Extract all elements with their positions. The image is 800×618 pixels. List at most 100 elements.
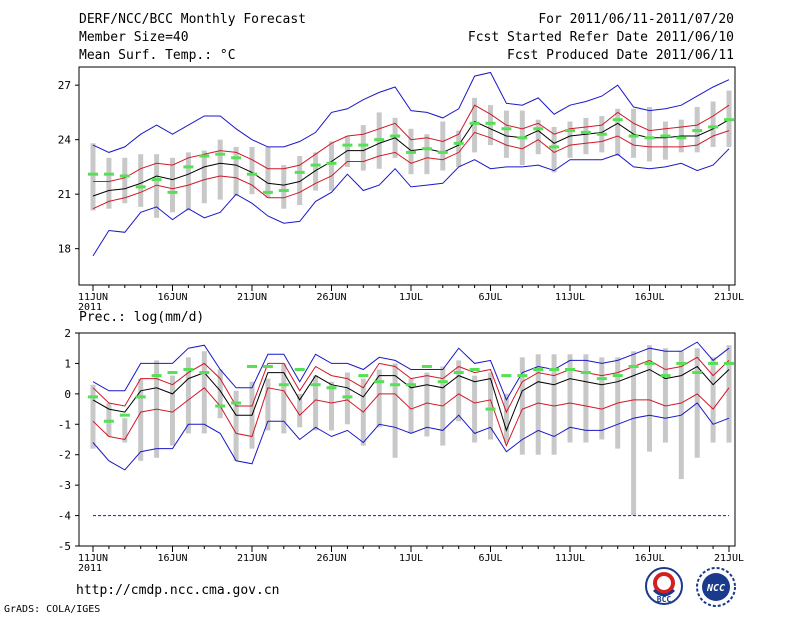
- series-line-ensemble-mean: [92, 365, 730, 432]
- median-bar: [628, 134, 639, 138]
- median-bar: [469, 368, 480, 372]
- y-tick-label: 27: [58, 79, 71, 92]
- ensemble-box: [456, 360, 462, 422]
- median-bar: [135, 395, 146, 399]
- x-tick-label: 26JUN: [316, 292, 346, 303]
- x-tick-label: 21JUL: [714, 553, 744, 564]
- bcc-logo: BCC: [645, 567, 683, 605]
- median-bar: [374, 138, 385, 142]
- ensemble-box: [726, 345, 732, 443]
- median-bar: [533, 127, 544, 131]
- series-line-mean-1-sd: [92, 130, 730, 210]
- ensemble-box: [583, 354, 589, 443]
- y-tick-label: 1: [64, 357, 71, 370]
- median-bar: [231, 401, 242, 405]
- ensemble-box: [106, 157, 112, 209]
- ensemble-box: [233, 390, 239, 461]
- median-bar: [660, 374, 671, 378]
- median-bar: [183, 165, 194, 169]
- ensemble-box: [424, 372, 430, 437]
- x-tick-label: 21JUN: [237, 292, 267, 303]
- median-bar: [262, 364, 273, 368]
- median-bar: [374, 380, 385, 384]
- ensemble-box: [265, 146, 271, 198]
- median-bar: [294, 368, 305, 372]
- median-bar: [167, 371, 178, 375]
- ensemble-box: [535, 354, 541, 455]
- plot-frame: [78, 332, 736, 547]
- ensemble-box: [201, 150, 207, 204]
- median-bar: [437, 380, 448, 384]
- median-bar: [151, 178, 162, 182]
- median-bar: [406, 150, 416, 154]
- median-bar: [310, 163, 321, 167]
- median-bar: [342, 143, 353, 147]
- x-tick-label: 6JUL: [478, 292, 502, 303]
- ensemble-box: [217, 369, 223, 419]
- median-bar: [358, 143, 369, 147]
- ensemble-box: [376, 369, 382, 428]
- median-bar: [549, 368, 560, 372]
- median-bar: [119, 413, 130, 417]
- series-line-mean-1-sd: [92, 387, 730, 447]
- median-bar: [390, 134, 401, 138]
- ncc-logo-text: NCC: [706, 583, 725, 594]
- member-size: Member Size=40: [79, 30, 189, 45]
- ensemble-box: [90, 384, 96, 449]
- ensemble-box: [472, 375, 478, 443]
- ensemble-box: [170, 157, 175, 213]
- median-bar: [406, 383, 416, 387]
- median-bar: [231, 156, 242, 160]
- ensemble-box: [360, 125, 366, 171]
- forecast-period: For 2011/06/11-2011/07/20: [538, 12, 734, 27]
- x-tick-label: 1JUL: [399, 292, 423, 303]
- median-bar: [708, 125, 719, 129]
- ensemble-box: [344, 372, 350, 425]
- x-tick-label: 6JUL: [478, 553, 502, 564]
- median-bar: [485, 121, 496, 125]
- ensemble-box: [408, 378, 414, 434]
- x-tick-label: 16JUN: [157, 292, 187, 303]
- ensemble-box: [583, 117, 589, 155]
- ensemble-box: [662, 121, 668, 160]
- ensemble-box: [567, 121, 573, 158]
- series-line-mean-1-sd: [92, 356, 730, 414]
- median-bar: [358, 374, 369, 378]
- median-bar: [533, 368, 544, 372]
- median-bar: [390, 383, 401, 387]
- bcc-logo-text: BCC: [657, 595, 672, 604]
- median-bar: [565, 129, 575, 133]
- source-url[interactable]: http://cmdp.ncc.cma.gov.cn: [76, 583, 280, 598]
- ensemble-box: [535, 119, 541, 155]
- ensemble-box: [344, 136, 350, 167]
- median-bar: [453, 141, 464, 145]
- median-bar: [580, 371, 591, 375]
- x-tick-year: 2011: [78, 302, 102, 313]
- ensemble-box: [297, 393, 303, 428]
- ensemble-box: [122, 157, 128, 204]
- ensemble-box: [122, 418, 128, 443]
- ensemble-box: [265, 378, 271, 431]
- median-bar: [692, 371, 703, 375]
- ensemble-box: [615, 108, 621, 157]
- median-bar: [644, 361, 655, 365]
- ensemble-box: [392, 363, 398, 458]
- ensemble-box: [170, 375, 175, 446]
- median-bar: [437, 150, 448, 154]
- ensemble-box: [217, 139, 223, 200]
- ensemble-box: [329, 381, 334, 431]
- series-line-mean-1-sd: [93, 104, 730, 182]
- x-tick-label: 11JUN: [78, 292, 108, 303]
- median-bar: [485, 407, 496, 411]
- ensemble-box: [631, 108, 637, 158]
- ncc-logo: NCC: [696, 567, 736, 607]
- plot-frame: [78, 66, 736, 286]
- median-bar: [103, 419, 114, 423]
- ensemble-box: [503, 393, 509, 443]
- ensemble-box: [281, 363, 287, 434]
- median-bar: [549, 145, 560, 149]
- ensemble-box: [233, 146, 239, 196]
- ensemble-box: [519, 357, 525, 455]
